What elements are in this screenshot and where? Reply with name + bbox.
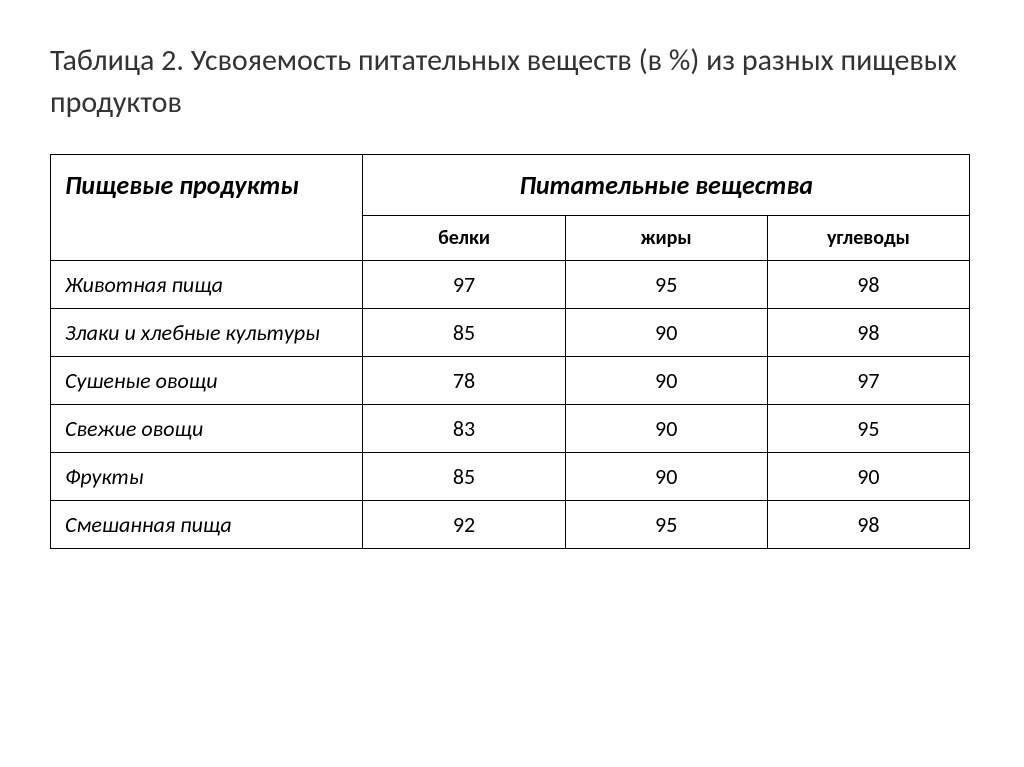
subcol-carbs: углеводы: [767, 216, 969, 261]
col-header-products: Пищевые продукты: [51, 155, 363, 261]
cell-value: 97: [767, 357, 969, 405]
row-label: Смешанная пища: [51, 501, 363, 549]
cell-value: 78: [363, 357, 565, 405]
row-label: Злаки и хлебные культуры: [51, 309, 363, 357]
row-label: Свежие овощи: [51, 405, 363, 453]
subcol-fats: жиры: [565, 216, 767, 261]
cell-value: 90: [565, 405, 767, 453]
cell-value: 98: [767, 309, 969, 357]
cell-value: 90: [565, 309, 767, 357]
subcol-proteins: белки: [363, 216, 565, 261]
page-title: Таблица 2. Усвояемость питательных вещес…: [50, 40, 974, 124]
table-header-row: Пищевые продукты Питательные вещества: [51, 155, 970, 216]
cell-value: 95: [767, 405, 969, 453]
table-row: Злаки и хлебные культуры 85 90 98: [51, 309, 970, 357]
row-label: Животная пища: [51, 261, 363, 309]
cell-value: 95: [565, 501, 767, 549]
cell-value: 85: [363, 309, 565, 357]
cell-value: 85: [363, 453, 565, 501]
cell-value: 95: [565, 261, 767, 309]
cell-value: 90: [565, 357, 767, 405]
table-row: Животная пища 97 95 98: [51, 261, 970, 309]
col-header-nutrients: Питательные вещества: [363, 155, 970, 216]
digestibility-table: Пищевые продукты Питательные вещества бе…: [50, 154, 970, 549]
table-row: Фрукты 85 90 90: [51, 453, 970, 501]
cell-value: 83: [363, 405, 565, 453]
row-label: Сушеные овощи: [51, 357, 363, 405]
table-row: Смешанная пища 92 95 98: [51, 501, 970, 549]
table-row: Свежие овощи 83 90 95: [51, 405, 970, 453]
table-row: Сушеные овощи 78 90 97: [51, 357, 970, 405]
cell-value: 98: [767, 261, 969, 309]
cell-value: 90: [767, 453, 969, 501]
cell-value: 98: [767, 501, 969, 549]
cell-value: 97: [363, 261, 565, 309]
cell-value: 92: [363, 501, 565, 549]
row-label: Фрукты: [51, 453, 363, 501]
cell-value: 90: [565, 453, 767, 501]
